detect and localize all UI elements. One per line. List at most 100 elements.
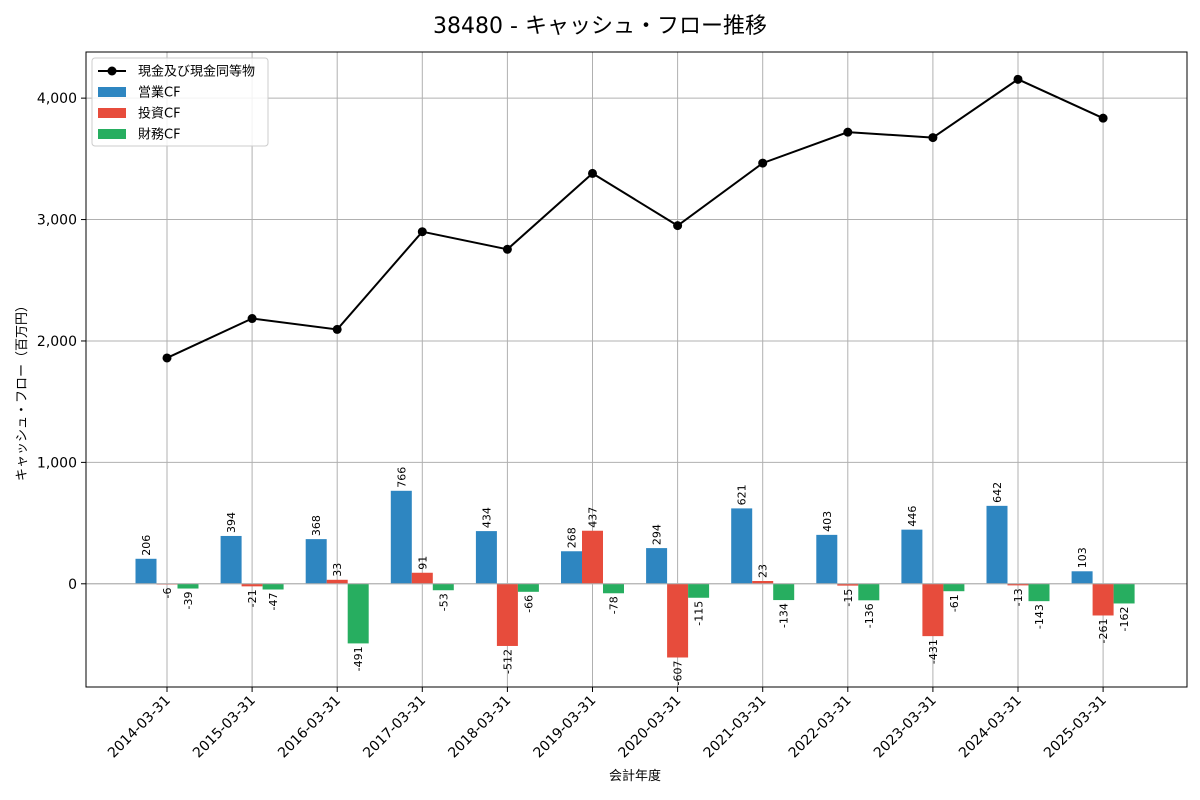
bar-投資CF <box>326 579 348 584</box>
bar-財務CF <box>432 583 454 591</box>
bar-投資CF <box>922 583 944 637</box>
bar-value-label: -491 <box>352 646 365 671</box>
x-tick-label: 2014-03-31 <box>105 693 174 762</box>
y-tick-label: 3,000 <box>37 213 77 229</box>
bar-value-label: -136 <box>863 603 876 628</box>
bar-営業CF <box>220 535 242 584</box>
cash-point <box>758 158 768 168</box>
chart-title: 38480 - キャッシュ・フロー推移 <box>433 14 767 39</box>
bar-営業CF <box>986 505 1008 584</box>
cash-point <box>162 353 172 363</box>
bar-財務CF <box>262 583 284 590</box>
bar-value-label: -78 <box>608 596 621 614</box>
cash-point <box>588 168 597 178</box>
bar-value-label: -13 <box>1012 588 1025 606</box>
x-tick-label: 2025-03-31 <box>1041 693 1110 762</box>
bar-投資CF <box>496 583 518 646</box>
bar-value-label: 33 <box>331 563 344 577</box>
bar-value-label: -47 <box>267 593 280 611</box>
legend-bar-swatch <box>98 129 126 139</box>
x-tick-label: 2017-03-31 <box>360 693 429 762</box>
bar-value-label: 437 <box>587 507 600 528</box>
bar-財務CF <box>773 583 795 601</box>
bar-value-label: -607 <box>672 660 685 685</box>
x-tick-label: 2020-03-31 <box>616 693 685 762</box>
bar-value-label: 206 <box>140 535 153 556</box>
bar-営業CF <box>646 548 668 584</box>
cash-point <box>673 221 683 231</box>
bar-value-label: -66 <box>522 595 535 613</box>
legend-entry: 財務CF <box>138 128 181 143</box>
legend-marker-swatch <box>107 66 117 76</box>
x-axis-label: 会計年度 <box>609 768 661 784</box>
cash-point <box>247 314 257 324</box>
y-axis-label: キャッシュ・フロー（百万円） <box>15 299 30 481</box>
bar-投資CF <box>411 572 433 584</box>
bar-営業CF <box>390 490 412 584</box>
legend-bar-swatch <box>98 87 126 97</box>
cash-point <box>1013 74 1023 84</box>
cash-point <box>843 127 853 137</box>
bar-value-label: -162 <box>1118 606 1131 631</box>
bar-value-label: -15 <box>842 589 855 607</box>
x-tick-label: 2023-03-31 <box>871 693 940 762</box>
y-tick-label: 0 <box>68 577 77 593</box>
cash-point <box>332 324 342 334</box>
bar-投資CF <box>667 583 689 658</box>
bar-財務CF <box>688 583 710 598</box>
bar-value-label: -53 <box>437 593 450 611</box>
bar-value-label: 403 <box>821 511 834 532</box>
bar-value-label: 434 <box>480 507 493 528</box>
legend-entry: 投資CF <box>138 106 181 122</box>
bar-value-label: -143 <box>1033 604 1046 629</box>
bar-value-label: 294 <box>651 524 664 545</box>
x-tick-label: 2019-03-31 <box>530 693 599 762</box>
cash-point <box>417 227 427 237</box>
bar-value-label: -6 <box>161 588 174 599</box>
legend-box <box>91 57 269 147</box>
bar-財務CF <box>177 583 199 589</box>
x-tick-label: 2018-03-31 <box>445 693 514 762</box>
bar-value-label: -21 <box>246 589 259 607</box>
bar-財務CF <box>347 583 369 644</box>
bar-value-label: -61 <box>948 594 961 612</box>
legend-entry: 現金及び現金同等物 <box>138 64 255 80</box>
bar-value-label: -115 <box>693 601 706 626</box>
legend-entry: 営業CF <box>138 85 181 101</box>
bar-財務CF <box>858 583 880 601</box>
plot-area: 0 1,000 2,000 3,000 4,000 2014-03-31 2015-03-3… <box>37 51 1188 762</box>
bar-営業CF <box>1071 571 1093 584</box>
bar-value-label: 766 <box>395 467 408 488</box>
x-tick-label: 2015-03-31 <box>190 693 259 762</box>
bar-投資CF <box>837 583 859 586</box>
bar-value-label: 268 <box>566 527 579 548</box>
bar-営業CF <box>135 558 157 584</box>
bar-財務CF <box>517 583 539 592</box>
bar-value-label: 642 <box>991 482 1004 503</box>
cash-point <box>928 133 938 143</box>
x-tick-label: 2021-03-31 <box>701 693 770 762</box>
bar-value-label: -261 <box>1097 618 1110 643</box>
bar-財務CF <box>1113 583 1135 604</box>
bar-営業CF <box>561 551 582 584</box>
x-tick-label: 2024-03-31 <box>956 693 1025 762</box>
bar-value-label: -134 <box>778 603 791 628</box>
bar-value-label: -431 <box>927 639 940 664</box>
cash-line <box>166 78 1104 359</box>
bar-営業CF <box>901 529 923 584</box>
bar-value-label: 23 <box>757 564 770 578</box>
bar-投資CF <box>582 530 603 584</box>
bar-value-label: 103 <box>1076 547 1089 568</box>
y-tick-label: 4,000 <box>37 91 77 107</box>
bar-value-label: 394 <box>225 512 238 533</box>
plot-frame <box>85 51 1188 688</box>
bar-財務CF <box>603 583 624 594</box>
bar-営業CF <box>816 534 838 584</box>
bar-value-label: 621 <box>736 484 749 505</box>
bar-投資CF <box>1092 583 1114 616</box>
bar-営業CF <box>475 531 497 584</box>
legend-bar-swatch <box>98 108 126 118</box>
y-tick-label: 1,000 <box>37 455 77 471</box>
